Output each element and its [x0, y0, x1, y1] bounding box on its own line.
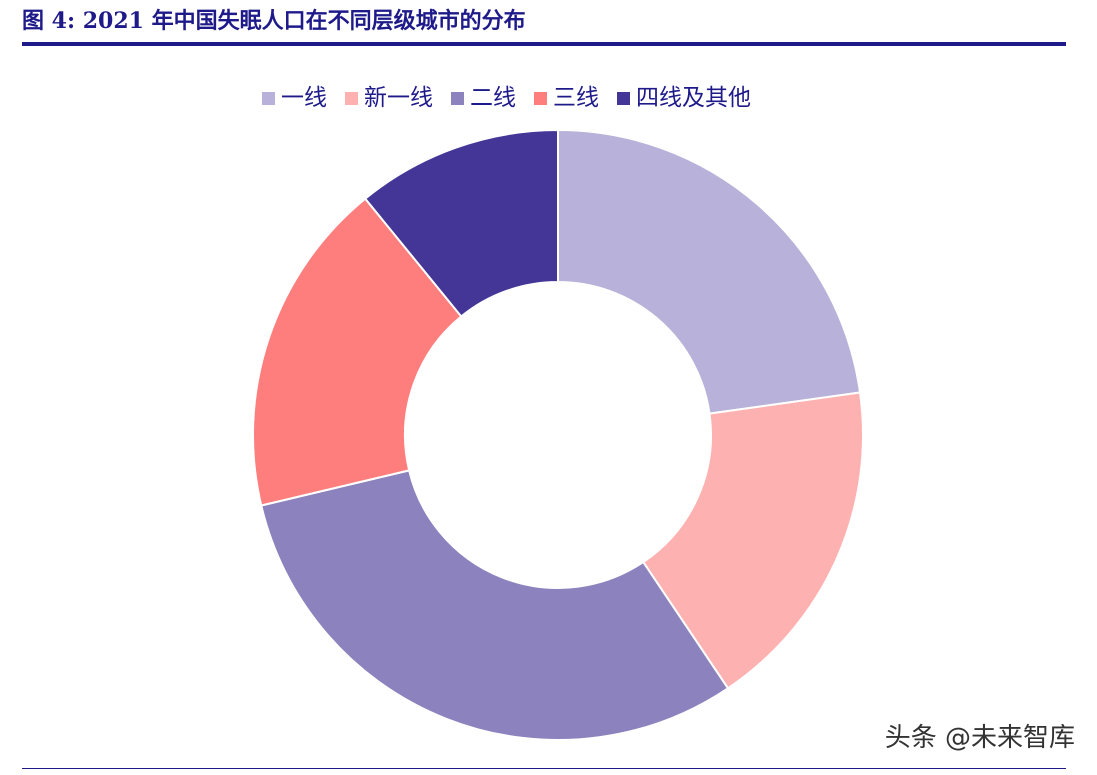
donut-slice-tier3: [252, 197, 463, 507]
bottom-divider: [22, 768, 1066, 769]
legend-label-tier1: 一线: [281, 85, 327, 111]
legend-label-tier2: 二线: [470, 85, 516, 111]
legend-label-tier4-other: 四线及其他: [636, 85, 751, 111]
legend-swatch-tier2: [451, 91, 464, 105]
legend-swatch-tier4-other: [617, 91, 630, 105]
watermark-text: 头条 @未来智库: [884, 723, 1075, 753]
donut-slice-tier1: [557, 128, 862, 415]
legend-swatch-tier3: [534, 91, 547, 105]
legend-item-tier3: 三线: [534, 80, 599, 116]
legend-item-tier2: 二线: [451, 80, 516, 116]
legend-label-tier3: 三线: [553, 85, 599, 111]
legend-item-new-tier1: 新一线: [345, 80, 433, 116]
donut-slice-tier2: [260, 469, 730, 741]
legend-item-tier1: 一线: [262, 80, 327, 116]
legend-label-new-tier1: 新一线: [364, 85, 433, 111]
donut-slice-new-tier1: [641, 391, 864, 690]
chart-legend: 一线 新一线 二线 三线 四线及其他: [262, 80, 751, 116]
title-divider: [22, 42, 1066, 46]
legend-swatch-tier1: [262, 91, 275, 105]
figure-title: 图 4: 2021 年中国失眠人口在不同层级城市的分布: [22, 8, 526, 34]
legend-swatch-new-tier1: [345, 91, 358, 105]
donut-slice-tier4-other: [363, 128, 559, 318]
legend-item-tier4-other: 四线及其他: [617, 80, 751, 116]
